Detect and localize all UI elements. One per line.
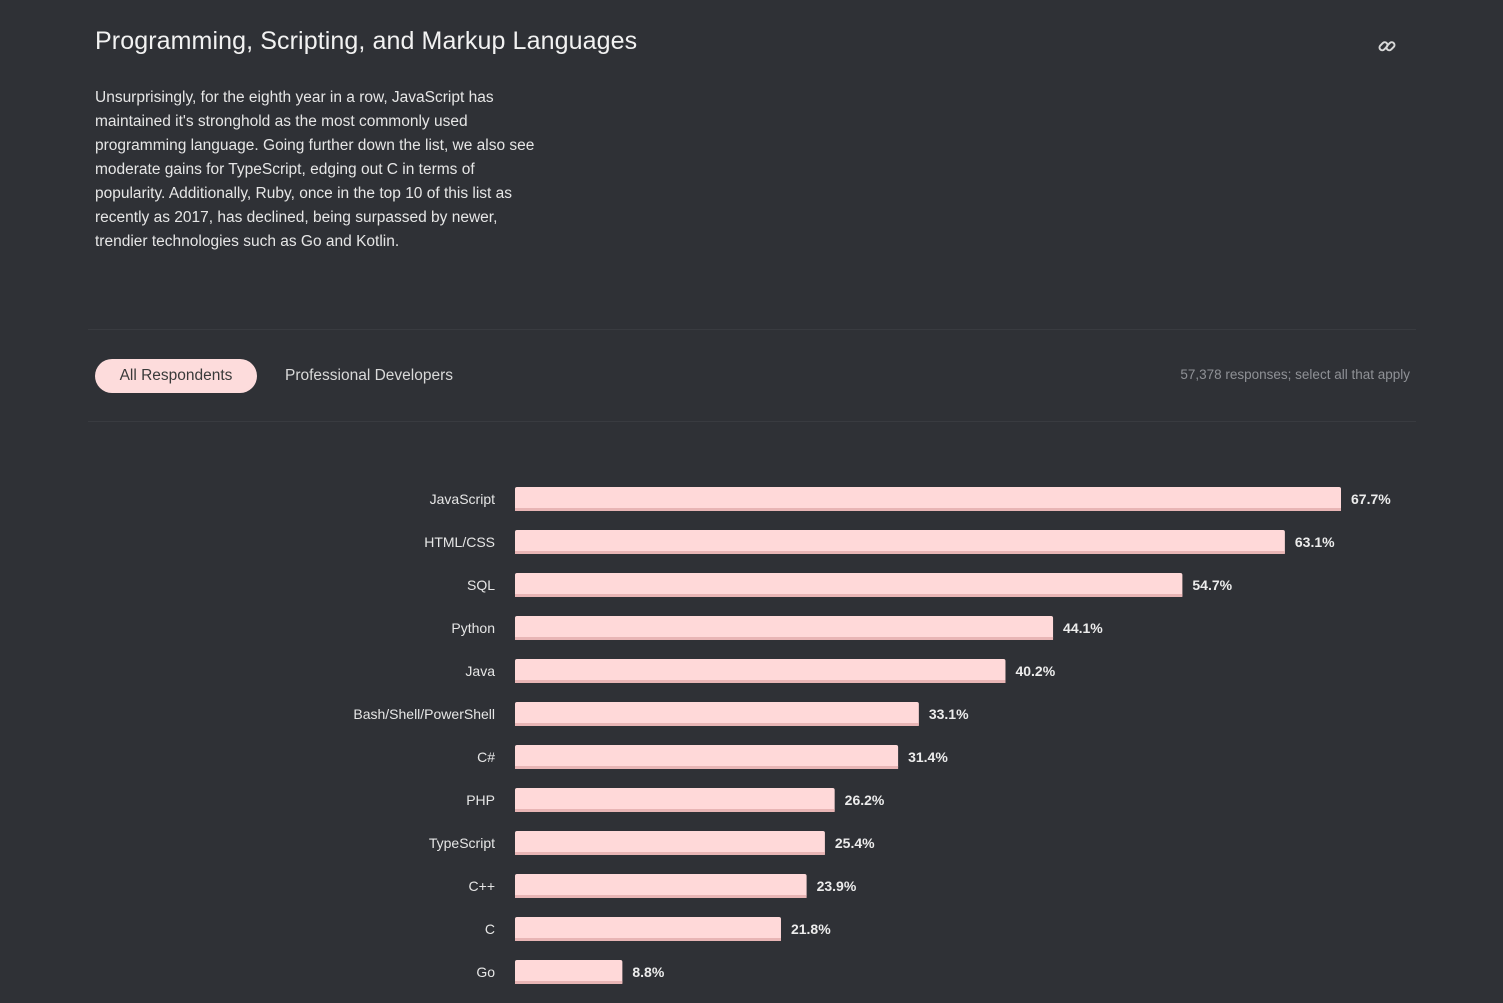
- link-icon-glyph: [1378, 41, 1396, 52]
- tab-professional-developers[interactable]: Professional Developers: [285, 367, 454, 384]
- value-label: 63.1%: [1295, 534, 1335, 550]
- divider-bottom: [88, 421, 1416, 422]
- category-label: PHP: [466, 792, 495, 808]
- value-label: 44.1%: [1063, 620, 1103, 636]
- bar[interactable]: [515, 745, 899, 769]
- value-label: 21.8%: [791, 921, 831, 937]
- value-label: 25.4%: [835, 835, 875, 851]
- value-label: 8.8%: [632, 964, 664, 980]
- bar-shadow: [515, 895, 807, 898]
- bar[interactable]: [515, 530, 1285, 554]
- bar-shadow: [515, 938, 781, 941]
- category-label: C: [485, 921, 495, 937]
- category-label: HTML/CSS: [424, 534, 495, 550]
- bar[interactable]: [515, 874, 807, 898]
- bar[interactable]: [515, 573, 1183, 597]
- value-label: 31.4%: [908, 749, 948, 765]
- category-label: Python: [451, 620, 495, 636]
- value-label: 40.2%: [1015, 663, 1055, 679]
- category-label: C++: [469, 878, 495, 894]
- value-label: 23.9%: [817, 878, 857, 894]
- bar[interactable]: [515, 788, 835, 812]
- bar-shadow: [515, 594, 1183, 597]
- value-label: 33.1%: [929, 706, 969, 722]
- bar[interactable]: [515, 917, 781, 941]
- section-intro: Unsurprisingly, for the eighth year in a…: [95, 89, 535, 250]
- category-label: C#: [477, 749, 495, 765]
- category-label: JavaScript: [430, 491, 495, 507]
- bar[interactable]: [515, 616, 1054, 640]
- bar-chart: JavaScript 67.7% HTML/CSS 63.1% SQL 54.7% Pyth…: [353, 487, 1391, 984]
- bar-shadow: [515, 766, 899, 769]
- value-label: 67.7%: [1351, 491, 1391, 507]
- bar-shadow: [515, 723, 919, 726]
- bar-shadow: [515, 852, 825, 855]
- category-label: Java: [465, 663, 495, 679]
- bar[interactable]: [515, 960, 623, 984]
- responses-note: 57,378 responses; select all that apply: [1180, 367, 1410, 382]
- section-title: Programming, Scripting, and Markup Langu…: [95, 27, 638, 55]
- category-label: TypeScript: [429, 835, 495, 851]
- bar-shadow: [515, 637, 1054, 640]
- bar[interactable]: [515, 659, 1006, 683]
- bar-shadow: [515, 508, 1341, 511]
- bar[interactable]: [515, 831, 825, 855]
- bar-shadow: [515, 981, 623, 984]
- category-label: Bash/Shell/PowerShell: [353, 706, 495, 722]
- link-icon[interactable]: [1376, 35, 1398, 57]
- value-label: 26.2%: [845, 792, 885, 808]
- category-label: SQL: [467, 577, 495, 593]
- value-label: 54.7%: [1192, 577, 1232, 593]
- bar-shadow: [515, 809, 835, 812]
- bar[interactable]: [515, 487, 1341, 511]
- tab-all-respondents[interactable]: All Respondents: [95, 359, 257, 393]
- category-label: Go: [476, 964, 495, 980]
- divider-top: [88, 329, 1416, 330]
- bar[interactable]: [515, 702, 919, 726]
- bar-shadow: [515, 551, 1285, 554]
- bar-shadow: [515, 680, 1006, 683]
